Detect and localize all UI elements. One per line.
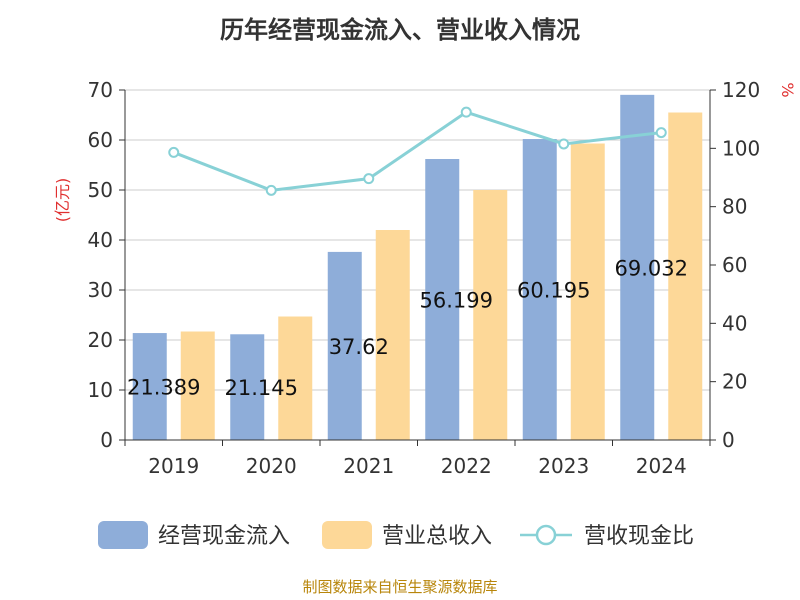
left-tick-label: 10 [88,378,113,402]
data-label: 21.389 [127,376,200,400]
ratio-point [168,146,180,158]
chart-title: 历年经营现金流入、营业收入情况 [220,16,580,44]
right-tick-label: 40 [722,311,747,335]
legend-label-cash-inflow: 经营现金流入 [158,524,290,549]
legend-label-ratio: 营收现金比 [584,524,694,549]
bar-revenue [668,112,703,440]
bar-cash-inflow [230,334,265,440]
x-tick-label: 2022 [441,454,492,478]
right-tick-label: 80 [722,195,747,219]
ratio-line-path [173,110,662,192]
ratio-point [655,127,667,139]
source-note: 制图数据来自恒生聚源数据库 [302,578,498,596]
data-label: 56.199 [420,289,493,313]
data-label: 60.195 [517,279,590,303]
left-tick-label: 50 [88,178,113,202]
right-tick-label: 60 [722,253,747,277]
ratio-point [363,173,375,185]
data-label: 21.145 [225,376,298,400]
bar-revenue [180,331,215,440]
bar-revenue [473,190,508,440]
data-label: 37.62 [329,335,389,359]
right-tick-label: 120 [722,78,760,102]
bar-revenue [278,316,313,440]
chart: 21.389 21.145 37.62 56.199 60.195 69.032 0 10 2… [53,78,797,549]
bars [132,94,703,440]
ratio-point [460,106,472,118]
ratio-line [168,106,667,196]
bar-cash-inflow [425,159,460,440]
left-tick-label: 70 [88,78,113,102]
bar-cash-inflow [132,333,167,440]
axes: 0 10 20 30 40 50 60 70 0 20 40 60 80 100 120 (亿元)% 2019 2… [53,78,797,478]
left-tick-label: 30 [88,278,113,302]
ratio-point [558,138,570,150]
bar-cash-inflow [522,139,557,440]
x-tick-label: 2023 [538,454,589,478]
left-tick-label: 60 [88,128,113,152]
right-tick-label: 20 [722,370,747,394]
x-tick-label: 2024 [636,454,687,478]
data-labels: 21.389 21.145 37.62 56.199 60.195 69.032 [127,256,688,400]
x-tick-label: 2020 [246,454,297,478]
legend-swatch-revenue [322,521,372,549]
legend: 经营现金流入 营业总收入 营收现金比 [98,521,694,549]
bar-cash-inflow [327,251,362,440]
data-label: 69.032 [615,256,688,280]
right-tick-label: 0 [722,428,735,452]
left-axis-unit: (亿元) [53,178,72,223]
legend-marker-ratio [535,524,557,546]
left-tick-label: 40 [88,228,113,252]
left-tick-label: 20 [88,328,113,352]
legend-label-revenue: 营业总收入 [382,524,492,549]
bar-cash-inflow [620,94,655,440]
x-tick-label: 2019 [148,454,199,478]
x-tick-label: 2021 [343,454,394,478]
left-tick-label: 0 [100,428,113,452]
bar-revenue [375,230,410,440]
right-tick-label: 100 [722,136,760,160]
legend-swatch-cash-inflow [98,521,148,549]
ratio-point [265,184,277,196]
right-axis-unit: % [778,82,797,97]
bar-revenue [570,143,605,440]
